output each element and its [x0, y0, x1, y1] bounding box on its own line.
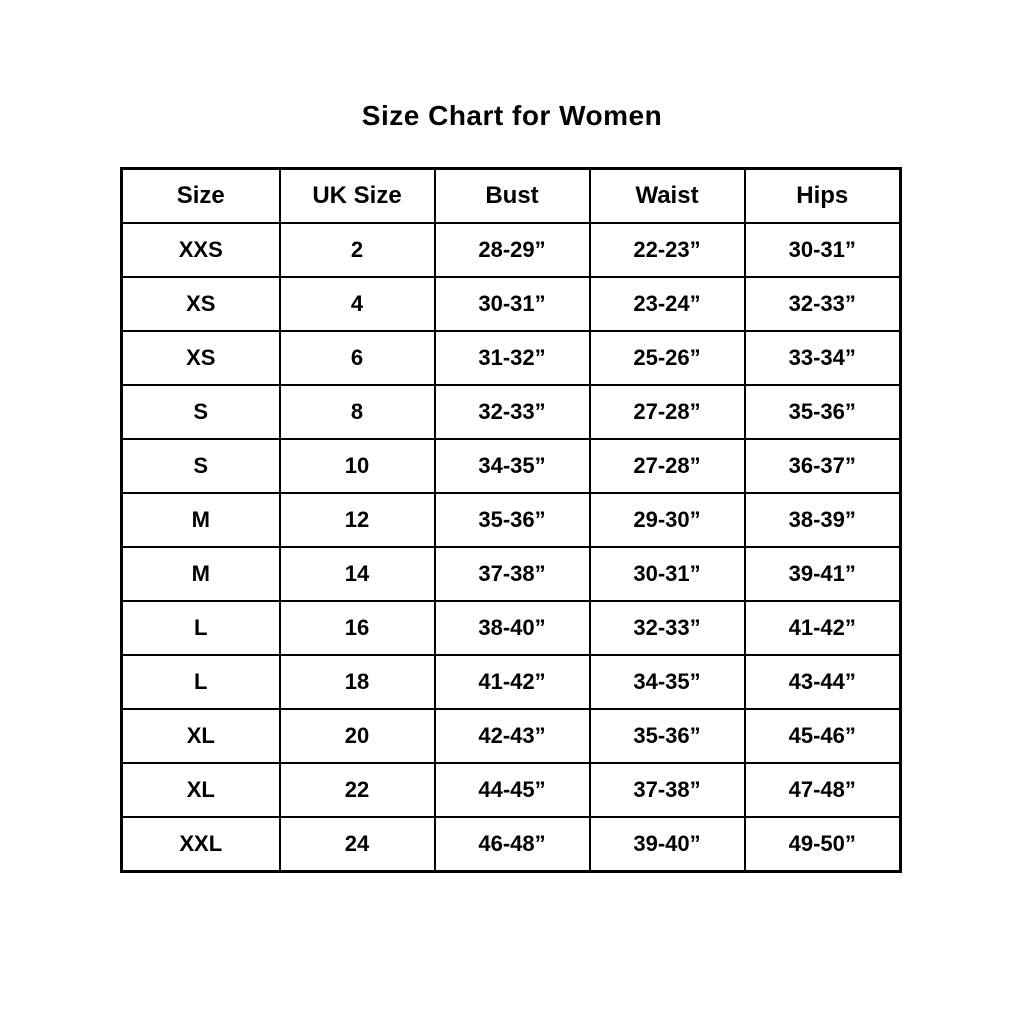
cell-hips: 33-34”	[743, 330, 902, 386]
cell-hips: 36-37”	[743, 438, 902, 494]
cell-hips: 49-50”	[743, 816, 902, 872]
cell-waist: 29-30”	[588, 492, 746, 548]
cell-size: XXS	[120, 222, 281, 278]
cell-waist: 23-24”	[588, 276, 746, 332]
cell-uk-size: 8	[278, 384, 436, 440]
cell-bust: 46-48”	[433, 816, 591, 872]
cell-bust: 42-43”	[433, 708, 591, 764]
column-header-bust: Bust	[433, 167, 591, 224]
cell-waist: 25-26”	[588, 330, 746, 386]
table-header-row: Size UK Size Bust Waist Hips	[120, 167, 902, 224]
table-row: S 8 32-33” 27-28” 35-36”	[120, 384, 902, 440]
cell-size: XS	[120, 276, 281, 332]
cell-waist: 27-28”	[588, 438, 746, 494]
cell-uk-size: 2	[278, 222, 436, 278]
cell-uk-size: 18	[278, 654, 436, 710]
cell-hips: 41-42”	[743, 600, 902, 656]
cell-size: M	[120, 546, 281, 602]
column-header-hips: Hips	[743, 167, 902, 224]
cell-size: S	[120, 384, 281, 440]
cell-waist: 22-23”	[588, 222, 746, 278]
cell-size: XL	[120, 708, 281, 764]
cell-size: L	[120, 654, 281, 710]
cell-waist: 34-35”	[588, 654, 746, 710]
cell-uk-size: 22	[278, 762, 436, 818]
cell-hips: 39-41”	[743, 546, 902, 602]
cell-uk-size: 10	[278, 438, 436, 494]
page-title: Size Chart for Women	[361, 100, 663, 131]
table-row: XL 20 42-43” 35-36” 45-46”	[120, 708, 902, 764]
cell-uk-size: 20	[278, 708, 436, 764]
table-row: XXL 24 46-48” 39-40” 49-50”	[120, 816, 902, 872]
table-row: S 10 34-35” 27-28” 36-37”	[120, 438, 902, 494]
cell-waist: 30-31”	[588, 546, 746, 602]
cell-uk-size: 24	[278, 816, 436, 872]
cell-uk-size: 6	[278, 330, 436, 386]
column-header-size: Size	[120, 167, 281, 224]
table-row: XS 4 30-31” 23-24” 32-33”	[120, 276, 902, 332]
cell-hips: 32-33”	[743, 276, 902, 332]
cell-waist: 27-28”	[588, 384, 746, 440]
column-header-waist: Waist	[588, 167, 746, 224]
cell-waist: 39-40”	[588, 816, 746, 872]
cell-bust: 34-35”	[433, 438, 591, 494]
cell-bust: 28-29”	[433, 222, 591, 278]
cell-size: L	[120, 600, 281, 656]
cell-hips: 45-46”	[743, 708, 902, 764]
cell-bust: 41-42”	[433, 654, 591, 710]
table-row: XS 6 31-32” 25-26” 33-34”	[120, 330, 902, 386]
cell-bust: 35-36”	[433, 492, 591, 548]
cell-size: S	[120, 438, 281, 494]
table-row: XL 22 44-45” 37-38” 47-48”	[120, 762, 902, 818]
cell-size: XXL	[120, 816, 281, 872]
table-row: M 14 37-38” 30-31” 39-41”	[120, 546, 902, 602]
column-header-uk-size: UK Size	[278, 167, 436, 224]
cell-uk-size: 4	[278, 276, 436, 332]
cell-bust: 44-45”	[433, 762, 591, 818]
cell-hips: 43-44”	[743, 654, 902, 710]
table-row: L 16 38-40” 32-33” 41-42”	[120, 600, 902, 656]
cell-waist: 32-33”	[588, 600, 746, 656]
cell-hips: 47-48”	[743, 762, 902, 818]
table-row: L 18 41-42” 34-35” 43-44”	[120, 654, 902, 710]
cell-bust: 38-40”	[433, 600, 591, 656]
cell-hips: 38-39”	[743, 492, 902, 548]
cell-size: XL	[120, 762, 281, 818]
cell-size: M	[120, 492, 281, 548]
cell-hips: 30-31”	[743, 222, 902, 278]
cell-bust: 30-31”	[433, 276, 591, 332]
cell-size: XS	[120, 330, 281, 386]
cell-waist: 37-38”	[588, 762, 746, 818]
cell-uk-size: 12	[278, 492, 436, 548]
table-row: XXS 2 28-29” 22-23” 30-31”	[120, 222, 902, 278]
cell-uk-size: 16	[278, 600, 436, 656]
cell-bust: 37-38”	[433, 546, 591, 602]
table-row: M 12 35-36” 29-30” 38-39”	[120, 492, 902, 548]
size-chart-table: Size UK Size Bust Waist Hips XXS 2 28-29…	[120, 167, 902, 873]
cell-waist: 35-36”	[588, 708, 746, 764]
cell-hips: 35-36”	[743, 384, 902, 440]
cell-uk-size: 14	[278, 546, 436, 602]
cell-bust: 31-32”	[433, 330, 591, 386]
cell-bust: 32-33”	[433, 384, 591, 440]
